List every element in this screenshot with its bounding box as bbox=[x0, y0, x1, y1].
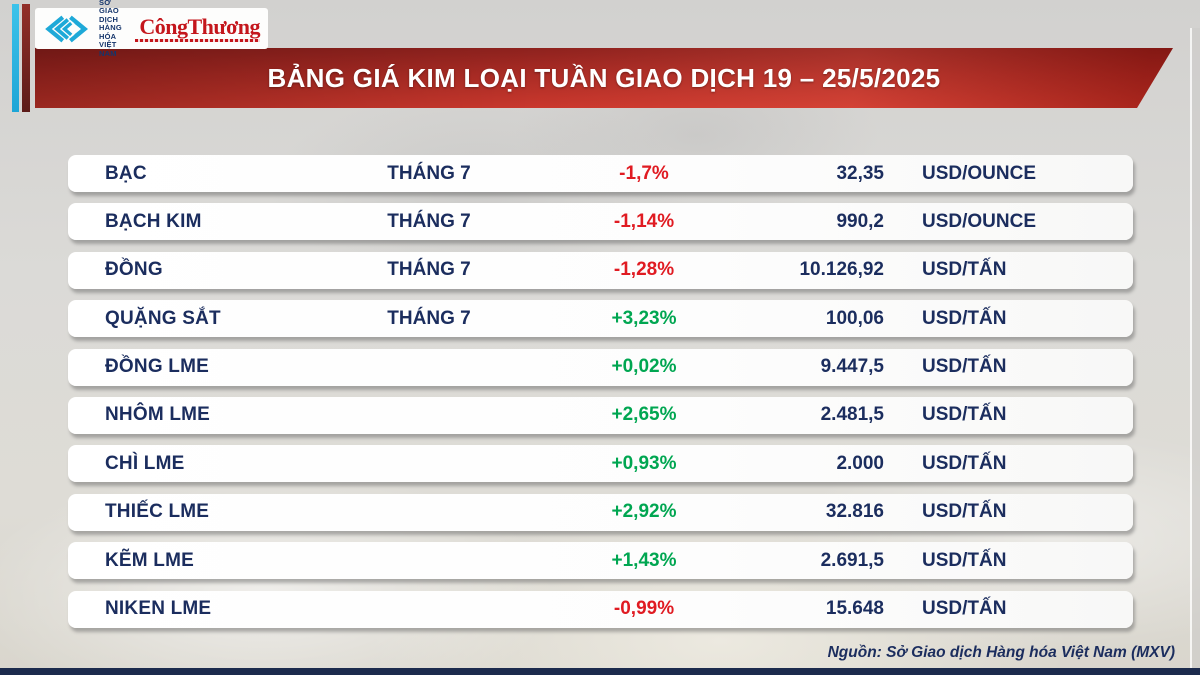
price-value: 32,35 bbox=[836, 162, 884, 184]
price-unit: USD/TẤN bbox=[922, 356, 1007, 378]
change-percent: +1,43% bbox=[611, 549, 677, 571]
change-percent: +2,65% bbox=[611, 404, 677, 426]
table-row: KẼM LME +1,43% 2.691,5 USD/TẤN bbox=[68, 542, 1133, 580]
metal-name: ĐỒNG LME bbox=[105, 356, 209, 378]
page-title: BẢNG GIÁ KIM LOẠI TUẦN GIAO DỊCH 19 – 25… bbox=[267, 62, 941, 93]
metal-name: BẠCH KIM bbox=[105, 210, 202, 232]
table-row: CHÌ LME +0,93% 2.000 USD/TẤN bbox=[68, 445, 1133, 483]
price-table: BẠC THÁNG 7 -1,7% 32,35 USD/OUNCE BẠCH K… bbox=[68, 155, 1133, 639]
mxv-diamond-chevrons-icon bbox=[45, 15, 88, 42]
background-right-seam bbox=[1190, 28, 1192, 668]
change-percent: -1,28% bbox=[613, 259, 675, 281]
price-value: 9.447,5 bbox=[820, 356, 884, 378]
contract-month: THÁNG 7 bbox=[387, 307, 471, 329]
congthuong-logo-text: CôngThương bbox=[139, 13, 260, 39]
mxv-logo-text: SỞ GIAO DỊCH HÀNG HÓA VIỆT NAM bbox=[99, 0, 129, 58]
metal-name: CHÌ LME bbox=[105, 452, 185, 474]
price-unit: USD/TẤN bbox=[922, 259, 1007, 281]
table-row: NIKEN LME -0,99% 15.648 USD/TẤN bbox=[68, 590, 1133, 628]
mxv-logo-line1: SỞ GIAO DỊCH bbox=[99, 0, 119, 24]
mxv-logo-line3: VIỆT NAM bbox=[99, 40, 117, 58]
metal-name: KẼM LME bbox=[105, 549, 195, 571]
mxv-logo-line2: HÀNG HÓA bbox=[99, 23, 122, 41]
price-unit: USD/TẤN bbox=[922, 549, 1007, 571]
left-accent-bar-cyan bbox=[12, 4, 19, 112]
left-accent-bar-maroon bbox=[22, 4, 30, 112]
table-row: BẠC THÁNG 7 -1,7% 32,35 USD/OUNCE bbox=[68, 155, 1133, 192]
table-row: BẠCH KIM THÁNG 7 -1,14% 990,2 USD/OUNCE bbox=[68, 203, 1133, 241]
congthuong-logo: CôngThương bbox=[135, 13, 260, 42]
metal-name: QUẶNG SẮT bbox=[105, 307, 221, 329]
background-right-panel bbox=[1192, 28, 1200, 668]
change-percent: +3,23% bbox=[611, 307, 677, 329]
price-value: 990,2 bbox=[836, 210, 884, 232]
price-value: 2.691,5 bbox=[820, 549, 884, 571]
price-unit: USD/OUNCE bbox=[922, 210, 1037, 232]
bottom-navy-strip bbox=[0, 668, 1200, 675]
table-row: ĐỒNG LME +0,02% 9.447,5 USD/TẤN bbox=[68, 348, 1133, 386]
change-percent: +2,92% bbox=[611, 501, 677, 523]
contract-month: THÁNG 7 bbox=[387, 162, 471, 184]
table-row: NHÔM LME +2,65% 2.481,5 USD/TẤN bbox=[68, 396, 1133, 434]
contract-month: THÁNG 7 bbox=[387, 210, 471, 232]
price-value: 2.000 bbox=[836, 452, 884, 474]
price-value: 100,06 bbox=[825, 307, 884, 329]
metal-name: THIẾC LME bbox=[105, 501, 210, 523]
price-unit: USD/OUNCE bbox=[922, 162, 1037, 184]
price-value: 2.481,5 bbox=[820, 404, 884, 426]
change-percent: -1,7% bbox=[619, 162, 669, 184]
table-row: QUẶNG SẮT THÁNG 7 +3,23% 100,06 USD/TẤN bbox=[68, 300, 1133, 338]
title-banner: BẢNG GIÁ KIM LOẠI TUẦN GIAO DỊCH 19 – 25… bbox=[35, 48, 1173, 108]
price-unit: USD/TẤN bbox=[922, 501, 1007, 523]
price-value: 15.648 bbox=[825, 598, 884, 620]
metal-name: NIKEN LME bbox=[105, 598, 212, 620]
change-percent: +0,02% bbox=[611, 356, 677, 378]
price-unit: USD/TẤN bbox=[922, 452, 1007, 474]
table-row: THIẾC LME +2,92% 32.816 USD/TẤN bbox=[68, 493, 1133, 531]
price-value: 10.126,92 bbox=[799, 259, 884, 281]
price-unit: USD/TẤN bbox=[922, 404, 1007, 426]
change-percent: -1,14% bbox=[613, 210, 675, 232]
price-unit: USD/TẤN bbox=[922, 307, 1007, 329]
source-note: Nguồn: Sở Giao dịch Hàng hóa Việt Nam (M… bbox=[827, 644, 1175, 661]
metal-name: ĐỒNG bbox=[105, 259, 163, 281]
price-value: 32.816 bbox=[825, 501, 884, 523]
table-row: ĐỒNG THÁNG 7 -1,28% 10.126,92 USD/TẤN bbox=[68, 251, 1133, 289]
congthuong-tagline-strip bbox=[135, 38, 260, 42]
change-percent: -0,99% bbox=[613, 598, 675, 620]
metal-name: NHÔM LME bbox=[105, 404, 211, 426]
change-percent: +0,93% bbox=[611, 452, 677, 474]
price-unit: USD/TẤN bbox=[922, 598, 1007, 620]
logo-plate: SỞ GIAO DỊCH HÀNG HÓA VIỆT NAM CôngThươn… bbox=[35, 0, 268, 58]
metal-name: BẠC bbox=[105, 162, 147, 184]
contract-month: THÁNG 7 bbox=[387, 259, 471, 281]
